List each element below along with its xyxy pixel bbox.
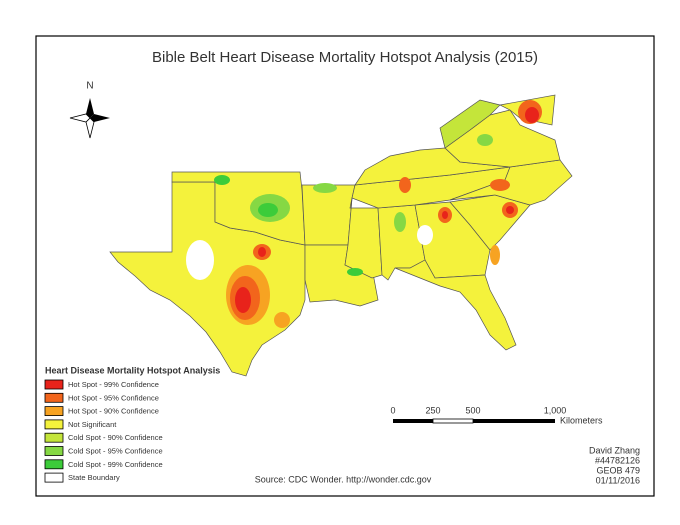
patch: [214, 175, 230, 185]
state-arkansas: [301, 184, 356, 246]
scale-label: 1,000: [544, 405, 567, 415]
patch: [417, 225, 433, 245]
scale-bar: 0 250 500 1,000 Kilometers: [390, 405, 603, 425]
author-line: 01/11/2016: [596, 475, 640, 485]
patch: [274, 312, 290, 328]
patch: [399, 177, 411, 193]
scale-unit: Kilometers: [560, 415, 603, 425]
legend-swatch: [44, 379, 64, 390]
patch: [490, 245, 500, 265]
legend: Heart Disease Mortality Hotspot Analysis…: [44, 365, 220, 483]
legend-label: Cold Spot - 95% Confidence: [68, 446, 163, 455]
author-line: David Zhang: [589, 445, 640, 455]
legend-label: State Boundary: [68, 473, 120, 482]
legend-label: Cold Spot - 99% Confidence: [68, 460, 163, 469]
hotspot-patches: [186, 100, 542, 328]
north-arrow: N: [69, 81, 110, 139]
legend-label: Hot Spot - 90% Confidence: [68, 407, 159, 416]
patch: [394, 212, 406, 232]
legend-swatch: [44, 392, 64, 403]
patch: [186, 240, 214, 280]
author-line: GEOB 479: [596, 465, 640, 475]
author-line: #44782126: [595, 455, 640, 465]
patch: [506, 206, 514, 214]
author-block: David Zhang #44782126 GEOB 479 01/11/201…: [589, 445, 640, 485]
legend-label: Hot Spot - 99% Confidence: [68, 380, 159, 389]
patch: [313, 183, 337, 193]
state-florida: [394, 259, 517, 351]
legend-title: Heart Disease Mortality Hotspot Analysis: [45, 365, 220, 375]
patch: [258, 203, 278, 217]
map-title: Bible Belt Heart Disease Mortality Hotsp…: [152, 49, 538, 66]
legend-swatch: [44, 459, 64, 470]
map-states: [109, 94, 573, 377]
patch: [235, 287, 251, 313]
patch: [477, 134, 493, 146]
state-oklahoma: [171, 171, 306, 246]
legend-label: Not Significant: [68, 420, 117, 429]
legend-swatch: [44, 419, 64, 430]
patch: [258, 247, 266, 257]
legend-swatch: [44, 432, 64, 443]
patch: [442, 211, 448, 219]
scale-label: 500: [465, 405, 480, 415]
patch: [490, 179, 510, 191]
state-north-carolina: [449, 159, 573, 206]
patch: [347, 268, 363, 276]
state-west-virginia: [439, 99, 501, 149]
legend-label: Cold Spot - 90% Confidence: [68, 433, 163, 442]
scale-label: 0: [390, 405, 395, 415]
north-label: N: [86, 81, 93, 92]
legend-swatch: [44, 406, 64, 417]
scale-label: 250: [425, 405, 440, 415]
patch: [525, 107, 539, 123]
legend-label: Hot Spot - 95% Confidence: [68, 393, 159, 402]
legend-swatch: [44, 446, 64, 456]
source-note: Source: CDC Wonder. http://wonder.cdc.go…: [255, 474, 432, 484]
legend-swatch: [44, 472, 64, 483]
